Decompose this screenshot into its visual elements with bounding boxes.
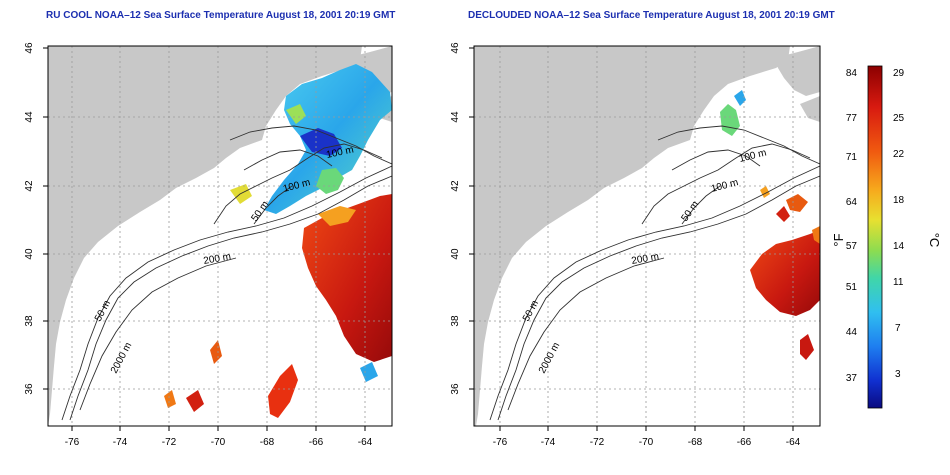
left-sst-cool-patch xyxy=(230,64,392,214)
left-lat-labels: 36 38 40 42 44 46 xyxy=(24,42,35,395)
left-label-200m: 200 m xyxy=(203,251,232,267)
right-land xyxy=(474,46,820,426)
c-tick: 22 xyxy=(893,149,905,160)
f-tick: 77 xyxy=(846,113,858,124)
left-lon-label: -72 xyxy=(162,437,177,448)
left-sst-warm-patch xyxy=(164,194,392,418)
c-tick: 7 xyxy=(895,323,901,334)
f-tick: 64 xyxy=(846,197,858,208)
color-scale: 84 77 71 64 57 51 44 37 29 25 22 18 14 1… xyxy=(831,65,942,409)
right-map: 100 m 100 m 50 m 200 m 50 m 2000 m -76 -… xyxy=(450,42,821,448)
fahrenheit-tick-labels: 84 77 71 64 57 51 44 37 xyxy=(846,68,858,384)
color-scale-bar xyxy=(867,65,883,409)
right-map-frame xyxy=(473,45,821,427)
left-lat-label: 46 xyxy=(24,42,35,54)
left-lon-label: -74 xyxy=(113,437,128,448)
left-map-frame xyxy=(47,45,393,427)
right-lat-labels: 36 38 40 42 44 46 xyxy=(450,42,461,395)
right-lat-label: 46 xyxy=(450,42,461,54)
right-lon-label: -68 xyxy=(688,437,703,448)
fahrenheit-unit-label: °F xyxy=(831,233,846,246)
celsius-tick-labels: 29 25 22 18 14 11 7 3 xyxy=(893,68,905,380)
left-map: 100 m 100 m 50 m 200 m 50 m 2000 m -76 -… xyxy=(24,42,393,448)
f-tick: 84 xyxy=(846,68,858,79)
left-lat-label: 36 xyxy=(24,383,35,395)
f-tick: 44 xyxy=(846,327,858,338)
c-tick: 25 xyxy=(893,113,905,124)
left-lat-label: 40 xyxy=(24,248,35,260)
f-tick: 51 xyxy=(846,282,858,293)
celsius-unit-label: °C xyxy=(927,233,942,248)
left-lat-label: 44 xyxy=(24,111,35,123)
c-tick: 11 xyxy=(893,277,904,288)
right-lon-label: -76 xyxy=(493,437,508,448)
right-lon-label: -74 xyxy=(541,437,556,448)
right-axis-ticks xyxy=(469,47,794,431)
right-lon-labels: -76 -74 -72 -70 -68 -66 -64 xyxy=(493,437,801,448)
left-bathymetry-contours xyxy=(61,125,393,421)
left-lon-label: -64 xyxy=(358,437,373,448)
left-lat-label: 38 xyxy=(24,315,35,327)
right-lat-label: 42 xyxy=(450,180,461,192)
left-map-title: RU COOL NOAA–12 Sea Surface Temperature … xyxy=(46,10,396,21)
c-tick: 3 xyxy=(895,369,901,380)
left-lon-label: -76 xyxy=(65,437,80,448)
right-lon-label: -66 xyxy=(737,437,752,448)
c-tick: 14 xyxy=(893,241,905,252)
right-lat-label: 44 xyxy=(450,111,461,123)
left-lon-label: -70 xyxy=(211,437,226,448)
right-lon-label: -72 xyxy=(590,437,605,448)
c-tick: 18 xyxy=(893,195,905,206)
c-tick: 29 xyxy=(893,68,905,79)
left-lon-labels: -76 -74 -72 -70 -68 -66 -64 xyxy=(65,437,373,448)
left-grid xyxy=(48,46,392,426)
right-grid xyxy=(474,46,820,426)
right-map-title: DECLOUDED NOAA–12 Sea Surface Temperatur… xyxy=(468,10,835,21)
f-tick: 37 xyxy=(846,373,858,384)
right-lon-label: -70 xyxy=(639,437,654,448)
right-lat-label: 40 xyxy=(450,248,461,260)
right-lat-label: 38 xyxy=(450,315,461,327)
right-lon-label: -64 xyxy=(786,437,801,448)
f-tick: 71 xyxy=(846,152,858,163)
right-lat-label: 36 xyxy=(450,383,461,395)
right-bathymetry-contours xyxy=(489,125,821,421)
left-lon-label: -68 xyxy=(260,437,275,448)
left-axis-ticks xyxy=(43,47,366,431)
f-tick: 57 xyxy=(846,241,858,252)
left-lon-label: -66 xyxy=(309,437,324,448)
left-lat-label: 42 xyxy=(24,180,35,192)
right-label-200m: 200 m xyxy=(631,251,660,267)
